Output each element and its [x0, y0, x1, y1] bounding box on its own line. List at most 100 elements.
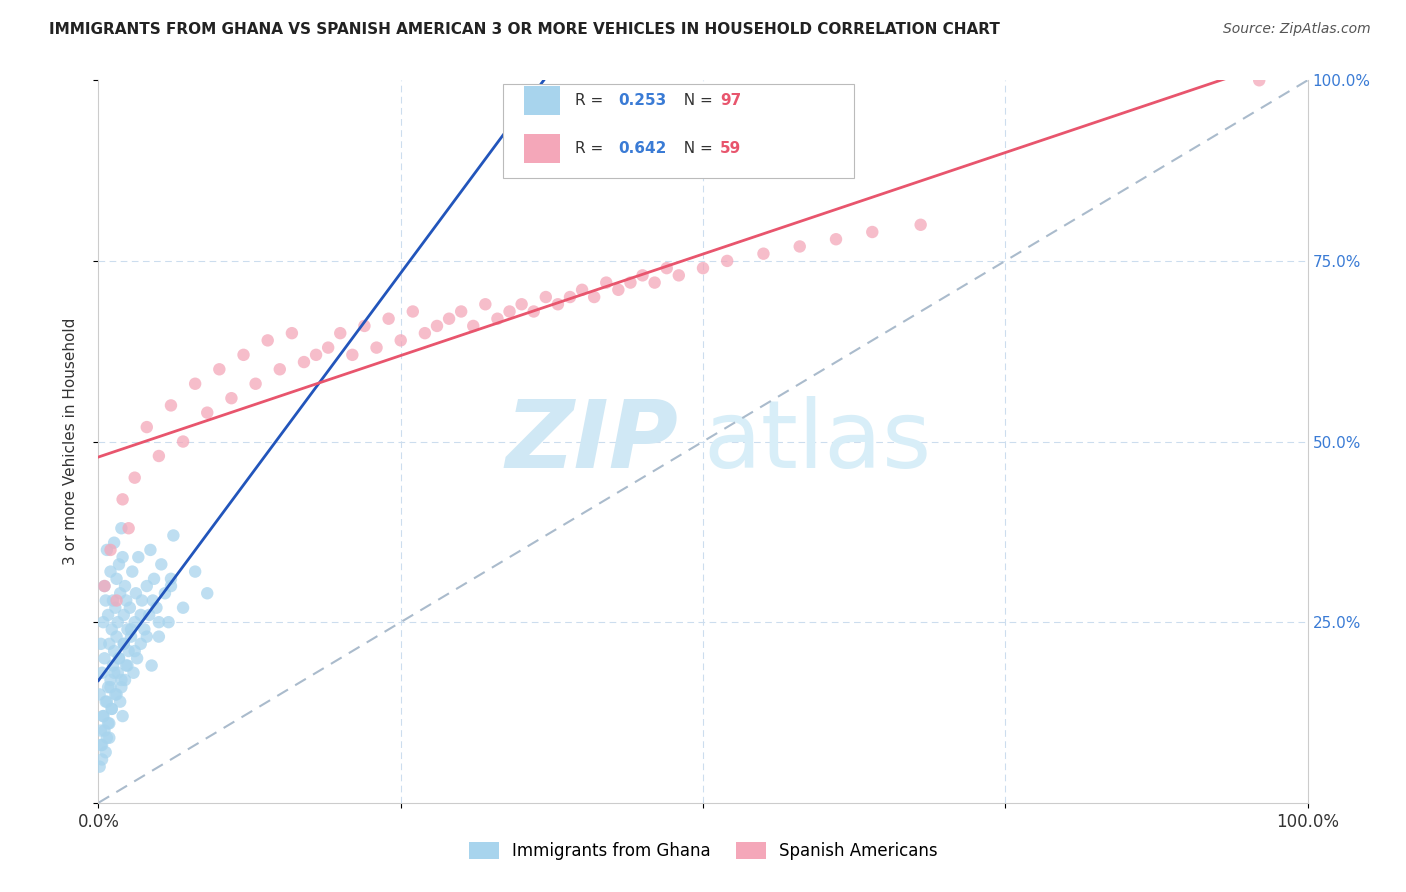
Point: [104, 600, 127, 615]
Point: [127, 550, 149, 565]
Point: [825, 232, 848, 246]
Point: [172, 600, 194, 615]
Point: [100, 542, 122, 557]
Point: [143, 572, 166, 586]
Point: [148, 630, 170, 644]
Point: [97, 716, 120, 731]
Point: [389, 334, 412, 348]
Bar: [524, 135, 561, 163]
Point: [195, 586, 218, 600]
Point: [910, 218, 932, 232]
Point: [269, 362, 291, 376]
Point: [127, 651, 149, 665]
Point: [94, 695, 117, 709]
Point: [463, 318, 485, 333]
FancyBboxPatch shape: [503, 84, 855, 178]
Point: [100, 680, 122, 694]
Point: [619, 276, 641, 290]
Point: [413, 326, 436, 340]
Point: [91, 709, 114, 723]
Point: [112, 637, 135, 651]
Text: N =: N =: [673, 142, 717, 156]
Point: [292, 355, 315, 369]
Point: [145, 600, 167, 615]
Point: [93, 579, 115, 593]
Point: [112, 637, 135, 651]
Point: [281, 326, 304, 340]
Point: [150, 558, 173, 572]
Point: [157, 615, 180, 630]
Point: [860, 225, 883, 239]
Point: [232, 348, 254, 362]
Point: [142, 593, 165, 607]
Point: [120, 630, 142, 644]
Point: [89, 760, 111, 774]
Point: [342, 348, 364, 362]
Point: [329, 326, 352, 340]
Point: [105, 687, 128, 701]
Point: [125, 586, 148, 600]
Point: [100, 702, 122, 716]
Point: [105, 630, 128, 644]
Point: [91, 709, 114, 723]
Point: [90, 723, 112, 738]
Point: [117, 623, 139, 637]
Text: 0.642: 0.642: [619, 142, 666, 156]
Point: [101, 658, 124, 673]
Point: [498, 304, 520, 318]
Point: [93, 723, 115, 738]
Point: [107, 665, 129, 680]
Point: [115, 658, 138, 673]
Point: [91, 665, 114, 680]
Point: [129, 607, 152, 622]
Point: [98, 731, 121, 745]
Text: IMMIGRANTS FROM GHANA VS SPANISH AMERICAN 3 OR MORE VEHICLES IN HOUSEHOLD CORREL: IMMIGRANTS FROM GHANA VS SPANISH AMERICA…: [49, 22, 1000, 37]
Point: [547, 297, 569, 311]
Point: [93, 579, 115, 593]
Point: [91, 752, 114, 766]
Point: [172, 434, 194, 449]
Point: [89, 687, 111, 701]
Point: [534, 290, 557, 304]
Point: [96, 542, 118, 557]
Point: [245, 376, 267, 391]
Point: [402, 304, 425, 318]
Text: N =: N =: [673, 93, 717, 108]
Point: [138, 607, 160, 622]
Point: [141, 658, 163, 673]
Point: [91, 738, 114, 752]
Point: [129, 637, 152, 651]
Point: [160, 398, 183, 412]
Point: [91, 615, 114, 630]
Point: [316, 341, 339, 355]
Point: [558, 290, 581, 304]
Point: [107, 615, 129, 630]
Bar: [524, 86, 561, 115]
Point: [148, 615, 170, 630]
Point: [105, 572, 128, 586]
Point: [160, 579, 183, 593]
Point: [595, 276, 617, 290]
Point: [583, 290, 606, 304]
Point: [105, 593, 128, 607]
Point: [124, 470, 146, 484]
Point: [134, 623, 156, 637]
Point: [103, 535, 125, 549]
Point: [221, 391, 243, 405]
Point: [305, 348, 328, 362]
Point: [111, 550, 134, 565]
Point: [135, 630, 157, 644]
Point: [114, 579, 136, 593]
Point: [644, 276, 666, 290]
Text: 97: 97: [720, 93, 741, 108]
Point: [118, 644, 141, 658]
Point: [486, 311, 509, 326]
Point: [135, 579, 157, 593]
Point: [655, 261, 678, 276]
Point: [131, 593, 153, 607]
Point: [121, 565, 143, 579]
Point: [523, 304, 546, 318]
Point: [631, 268, 654, 283]
Point: [118, 521, 141, 535]
Point: [103, 665, 125, 680]
